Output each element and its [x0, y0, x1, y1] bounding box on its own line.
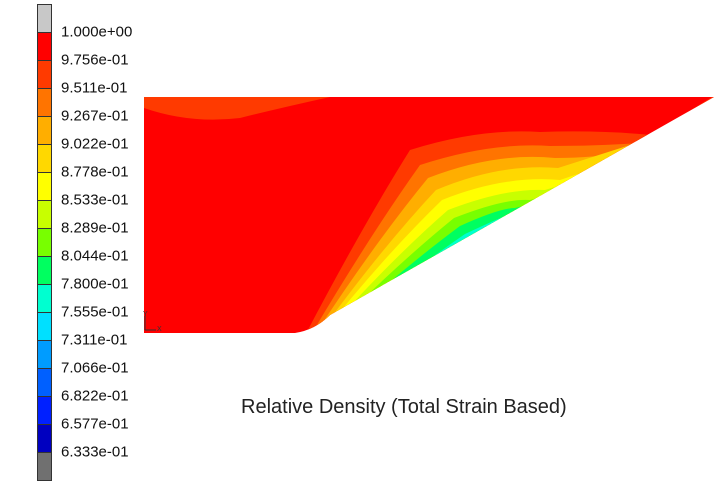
- colorbar-swatch: [37, 340, 52, 369]
- axis-x-label: X: [157, 326, 162, 333]
- colorbar-label: 7.555e-01: [61, 303, 129, 321]
- colorbar-swatch: [37, 312, 52, 341]
- colorbar-swatch: [37, 256, 52, 285]
- colorbar-label: 8.533e-01: [61, 191, 129, 209]
- plot-caption: Relative Density (Total Strain Based): [241, 396, 567, 418]
- colorbar: [37, 4, 53, 481]
- colorbar-label: 1.000e+00: [61, 23, 133, 41]
- colorbar-label: 6.577e-01: [61, 415, 129, 433]
- colorbar-swatch: [37, 368, 52, 397]
- colorbar-label: 8.044e-01: [61, 247, 129, 265]
- density-field: [144, 97, 714, 333]
- colorbar-label: 8.778e-01: [61, 163, 129, 181]
- colorbar-label: 9.756e-01: [61, 51, 129, 69]
- colorbar-swatch: [37, 144, 52, 173]
- colorbar-label: 7.066e-01: [61, 359, 129, 377]
- colorbar-swatch: [37, 4, 52, 33]
- colorbar-label: 7.800e-01: [61, 275, 129, 293]
- colorbar-swatch: [37, 396, 52, 425]
- colorbar-swatch: [37, 60, 52, 89]
- colorbar-label: 6.822e-01: [61, 387, 129, 405]
- colorbar-label: 7.311e-01: [61, 331, 128, 349]
- colorbar-label: 9.267e-01: [61, 107, 129, 125]
- colorbar-swatch: [37, 452, 52, 481]
- contour-band-top-edge: [144, 97, 330, 120]
- axis-y-label: Y: [143, 311, 148, 318]
- colorbar-swatch: [37, 228, 52, 257]
- colorbar-label: 9.022e-01: [61, 135, 129, 153]
- colorbar-swatch: [37, 172, 52, 201]
- axis-triad: Y X: [143, 311, 162, 333]
- colorbar-label: 9.511e-01: [61, 79, 128, 97]
- colorbar-swatch: [37, 284, 52, 313]
- colorbar-label: 8.289e-01: [61, 219, 129, 237]
- colorbar-swatch: [37, 424, 52, 453]
- colorbar-swatch: [37, 88, 52, 117]
- colorbar-swatch: [37, 32, 52, 61]
- colorbar-label: 6.333e-01: [61, 443, 129, 461]
- colorbar-swatch: [37, 116, 52, 145]
- colorbar-swatch: [37, 200, 52, 229]
